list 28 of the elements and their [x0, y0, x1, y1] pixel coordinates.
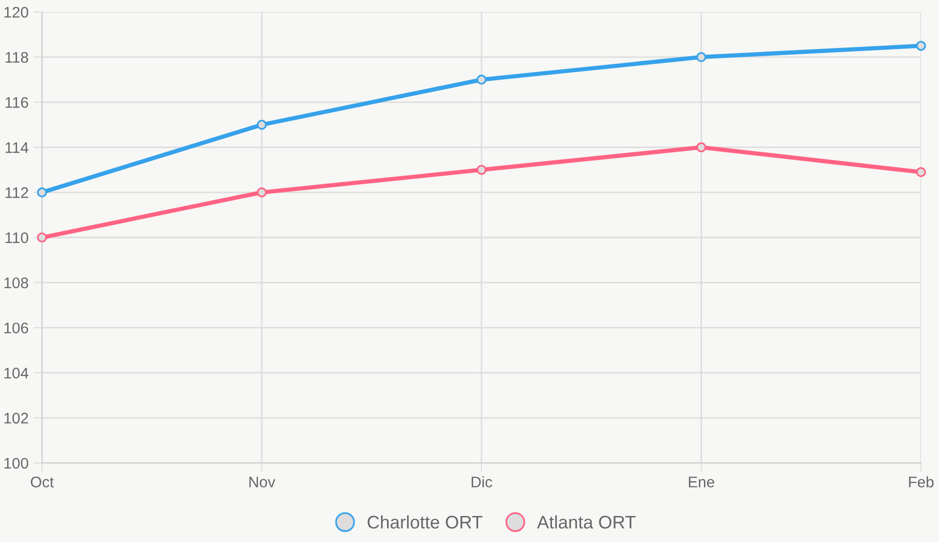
- point: [37, 187, 47, 198]
- point: [916, 167, 926, 178]
- x-tick-label: Ene: [688, 476, 714, 488]
- point: [256, 187, 267, 198]
- point: [696, 142, 706, 152]
- y-tick-label: 104: [4, 368, 28, 378]
- point: [916, 40, 926, 51]
- y-tick-label: 100: [4, 458, 28, 469]
- x-tick-label: Feb: [909, 476, 934, 488]
- y-tick-label: 112: [6, 187, 28, 198]
- point: [696, 52, 706, 62]
- point: [37, 232, 47, 242]
- x-tick-label: Dic: [472, 476, 492, 488]
- point: [476, 74, 486, 85]
- legend-label: Charlotte ORT: [368, 515, 482, 529]
- y-tick-label: 108: [4, 277, 28, 288]
- x-tick-label: Nov: [249, 476, 276, 488]
- y-tick-label: 116: [6, 97, 28, 108]
- y-tick-label: 120: [4, 6, 28, 18]
- point: [476, 164, 486, 175]
- point: [256, 120, 267, 130]
- y-tick-label: 106: [4, 322, 28, 334]
- y-tick-label: 114: [6, 142, 28, 153]
- legend-label: Atlanta ORT: [537, 515, 636, 529]
- y-tick-label: 110: [6, 232, 28, 244]
- x-tick-label: Oct: [30, 476, 54, 488]
- y-tick-label: 102: [4, 412, 28, 424]
- y-tick-label: 118: [6, 52, 28, 63]
